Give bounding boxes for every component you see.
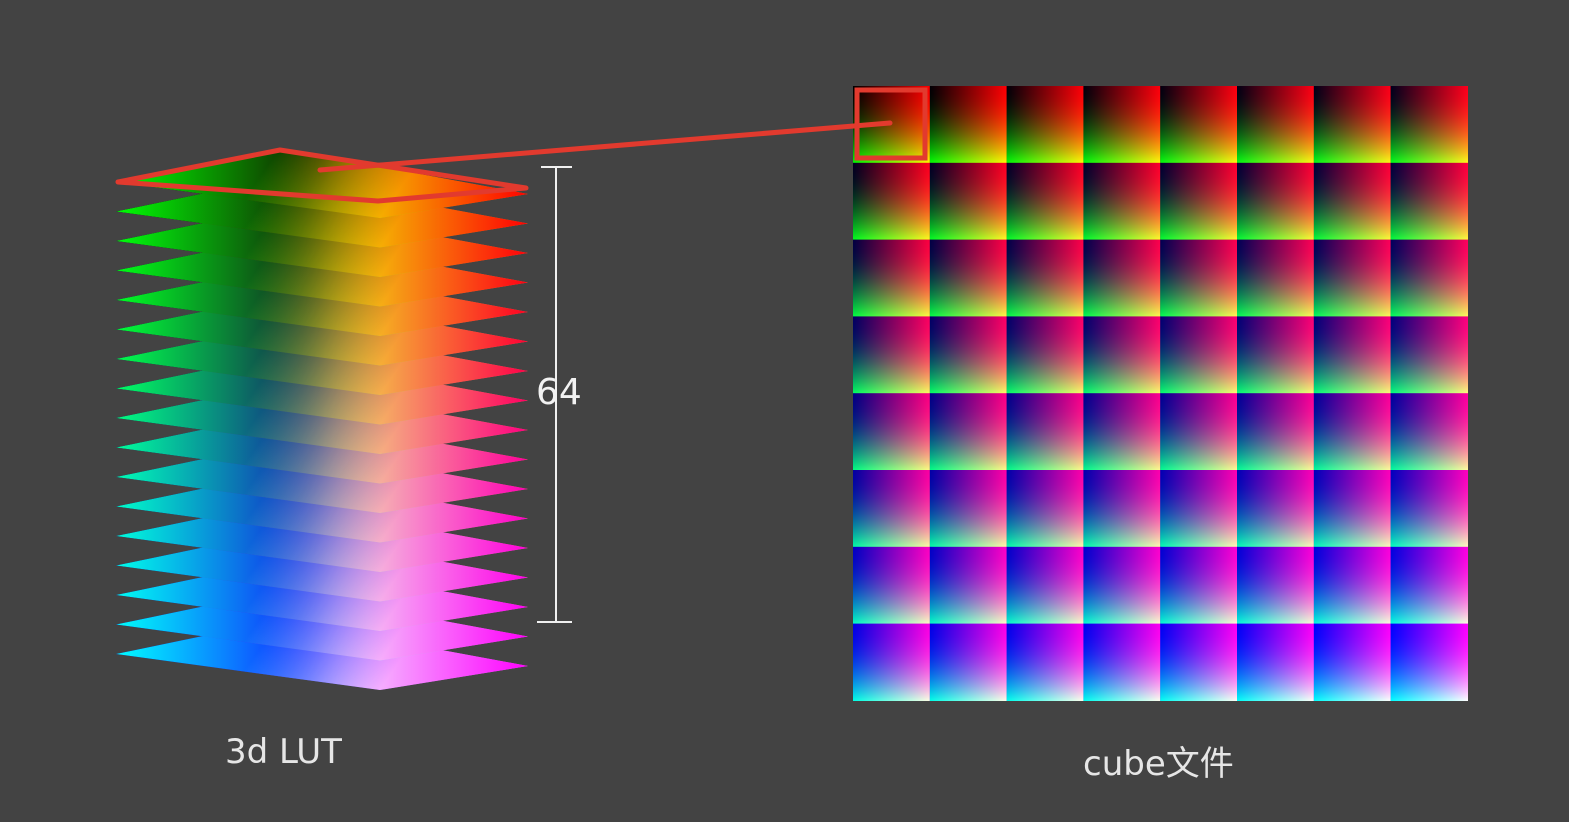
cube-tile [1006,316,1084,394]
dimension-bar [537,166,572,623]
lut-layer-stack [116,148,528,690]
cube-tile [1237,470,1315,548]
lut-caption: 3d LUT [225,732,342,772]
cube-tile [1313,239,1392,317]
cube-tile [1313,470,1392,548]
cube-tile [1313,546,1392,625]
cube-tile [1160,470,1238,548]
cube-tile [1083,239,1161,317]
cube-tile [1390,546,1468,625]
cube-tile [1006,162,1084,241]
cube-tile [853,316,931,394]
cube-tile [1390,316,1468,394]
cube-tile [1083,546,1161,625]
cube-tile [929,316,1008,394]
cube-tile [1083,316,1161,394]
cube-tile [1237,393,1315,471]
cube-tile [1313,393,1392,471]
cube-tile [1390,239,1468,317]
cube-tile [1237,546,1315,625]
cube-tile-grid [853,86,1468,701]
cube-tile [1313,86,1392,164]
cube-tile [1313,316,1392,394]
cube-tile [1390,623,1468,701]
cube-tile [1313,162,1392,241]
cube-tile [1083,162,1161,241]
cube-tile [929,623,1008,701]
cube-tile [1006,546,1084,625]
cube-tile [929,162,1008,241]
cube-tile [929,470,1008,548]
cube-tile [853,239,931,317]
cube-tile [1237,162,1315,241]
cube-tile [853,470,931,548]
cube-tile [1390,86,1468,164]
connector-line [317,120,893,173]
cube-tile [853,623,931,701]
cube-tile [1006,393,1084,471]
dimension-label: 64 [536,372,582,413]
top-layer-highlight [115,147,529,204]
cube-tile [853,393,931,471]
cube-tile [1237,316,1315,394]
cube-tile [1006,239,1084,317]
cube-tile [1237,86,1315,164]
cube-tile [1160,393,1238,471]
cube-tile [929,393,1008,471]
cube-tile [1006,623,1084,701]
cube-tile [929,546,1008,625]
cube-tile [1237,239,1315,317]
cube-tile [1083,623,1161,701]
cube-tile [1006,470,1084,548]
cube-tile [1390,470,1468,548]
cube-file-caption: cube文件 [1083,744,1234,784]
cube-tile [853,162,931,241]
cube-tile [1160,162,1238,241]
cube-tile [1083,86,1161,164]
cube-tile [1160,86,1238,164]
cube-tile [853,546,931,625]
cube-tile [1006,86,1084,164]
cube-tile [929,239,1008,317]
cube-tile [1237,623,1315,701]
cube-tile [1083,393,1161,471]
cube-tile [1083,470,1161,548]
cube-tile [1160,239,1238,317]
cube-tile [1390,162,1468,241]
highlight-overlay [115,87,928,623]
lut-layer [116,148,528,218]
cube-tile [1160,316,1238,394]
cube-tile [1160,623,1238,701]
cube-tile [1313,623,1392,701]
cube-tile [1390,393,1468,471]
cube-tile [1160,546,1238,625]
cube-tile [929,86,1008,164]
